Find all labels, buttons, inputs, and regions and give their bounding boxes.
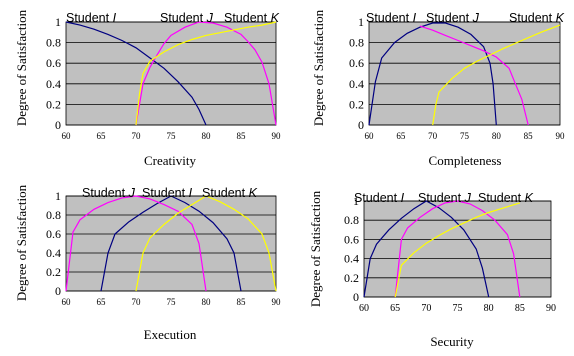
y-tick-label: 0.8 xyxy=(349,36,364,50)
y-tick-label: 0.6 xyxy=(344,232,359,246)
series-label-student-i: Student I xyxy=(366,11,417,25)
x-tick-label: 60 xyxy=(359,303,369,314)
series-line-student-i xyxy=(65,21,207,126)
x-tick-label: 80 xyxy=(492,131,502,141)
series-line-student-i xyxy=(363,200,490,298)
plot-area xyxy=(368,21,561,126)
series-line-student-k xyxy=(135,195,277,292)
x-tick-label: 80 xyxy=(202,297,212,307)
y-tick-label: 1 xyxy=(55,189,61,203)
x-tick-label: 75 xyxy=(167,131,177,141)
x-tick-label: 80 xyxy=(484,303,494,314)
x-tick-label: 70 xyxy=(132,297,142,307)
x-tick-label: 60 xyxy=(365,131,375,141)
x-axis-label: Security xyxy=(430,334,474,349)
x-axis-label: Creativity xyxy=(144,153,196,168)
plot-area xyxy=(65,195,277,292)
x-tick-label: 70 xyxy=(428,131,438,141)
y-tick-label: 0.6 xyxy=(46,227,61,241)
y-tick-label: 0.8 xyxy=(46,208,61,222)
series-label-student-j: Student J xyxy=(160,11,214,25)
x-tick-label: 75 xyxy=(460,131,470,141)
x-tick-label: 65 xyxy=(390,303,400,314)
y-tick-label: 0.2 xyxy=(46,97,61,111)
y-tick-label: 0.4 xyxy=(349,77,364,91)
x-tick-label: 65 xyxy=(396,131,406,141)
y-axis-label: Degree of Satisfaction xyxy=(14,9,29,126)
x-tick-label: 85 xyxy=(237,297,247,307)
creativity-chart: 0 0.2 0.4 0.6 0.8 1 60 65 70 75 80 85 90 Student I Stu… xyxy=(14,9,281,168)
series-line-student-j xyxy=(419,25,529,126)
y-tick-label: 0 xyxy=(55,118,61,132)
series-label-student-j: Student J xyxy=(82,186,136,200)
x-tick-label: 80 xyxy=(202,131,212,141)
y-axis-label: Degree of Satisfaction xyxy=(311,9,326,126)
series-label-student-k: Student K xyxy=(224,11,280,25)
x-tick-label: 90 xyxy=(272,297,282,307)
plot-area xyxy=(65,21,277,126)
y-tick-label: 0.4 xyxy=(46,77,61,91)
x-tick-label: 65 xyxy=(97,297,107,307)
y-tick-label: 0.6 xyxy=(349,56,364,70)
series-label-student-k: Student K xyxy=(478,191,534,205)
y-tick-label: 1 xyxy=(55,15,61,29)
series-line-student-j xyxy=(394,200,521,298)
x-tick-label: 90 xyxy=(272,131,282,141)
x-tick-label: 90 xyxy=(546,303,556,314)
series-line-student-k xyxy=(135,21,277,126)
x-tick-label: 60 xyxy=(62,297,72,307)
x-tick-label: 75 xyxy=(167,297,177,307)
series-label-student-i: Student I xyxy=(66,11,117,25)
y-tick-label: 0.2 xyxy=(349,97,364,111)
completeness-chart: 0 0.2 0.4 0.6 0.8 1 60 65 70 75 80 85 90 Student I Stu… xyxy=(311,9,565,168)
series-line-student-i xyxy=(100,195,242,292)
x-tick-label: 85 xyxy=(515,303,525,314)
y-tick-label: 0.2 xyxy=(344,271,359,285)
y-tick-label: 0.4 xyxy=(344,252,359,266)
series-label-student-k: Student K xyxy=(509,11,565,25)
x-tick-label: 90 xyxy=(556,131,566,141)
execution-chart: 0 0.2 0.4 0.6 0.8 1 60 65 70 75 80 85 90 Student J Stu… xyxy=(14,184,281,342)
y-tick-label: 0 xyxy=(55,284,61,298)
x-tick-label: 85 xyxy=(524,131,534,141)
x-tick-label: 60 xyxy=(62,131,72,141)
x-tick-label: 65 xyxy=(97,131,107,141)
series-line-student-i xyxy=(368,22,497,126)
series-label-student-j: Student J xyxy=(418,191,472,205)
x-axis-label: Completeness xyxy=(429,153,502,168)
y-tick-label: 0 xyxy=(353,290,359,304)
series-label-student-i: Student I xyxy=(142,186,193,200)
y-tick-label: 0.2 xyxy=(46,265,61,279)
y-tick-label: 0.8 xyxy=(344,213,359,227)
x-tick-label: 75 xyxy=(453,303,463,314)
security-chart: 0 0.2 0.4 0.6 0.8 1 60 65 70 75 80 85 90 Student I Stu… xyxy=(308,190,556,349)
y-tick-label: 0.4 xyxy=(46,246,61,260)
y-axis-label: Degree of Satisfaction xyxy=(14,184,29,301)
series-line-student-j xyxy=(65,195,207,292)
series-line-student-k xyxy=(432,24,561,126)
y-tick-label: 0 xyxy=(358,118,364,132)
x-tick-label: 70 xyxy=(132,131,142,141)
plot-area xyxy=(363,200,552,298)
series-label-student-i: Student I xyxy=(354,191,405,205)
y-tick-label: 1 xyxy=(358,15,364,29)
x-axis-label: Execution xyxy=(144,327,197,342)
series-line-student-j xyxy=(135,21,277,126)
x-tick-label: 85 xyxy=(237,131,247,141)
series-label-student-j: Student J xyxy=(426,11,480,25)
y-axis-label: Degree of Satisfaction xyxy=(308,190,323,307)
y-tick-label: 1 xyxy=(353,194,359,208)
series-line-student-k xyxy=(394,202,520,298)
y-tick-label: 0.6 xyxy=(46,56,61,70)
y-tick-label: 0.8 xyxy=(46,36,61,50)
x-tick-label: 70 xyxy=(421,303,431,314)
series-label-student-k: Student K xyxy=(202,186,258,200)
